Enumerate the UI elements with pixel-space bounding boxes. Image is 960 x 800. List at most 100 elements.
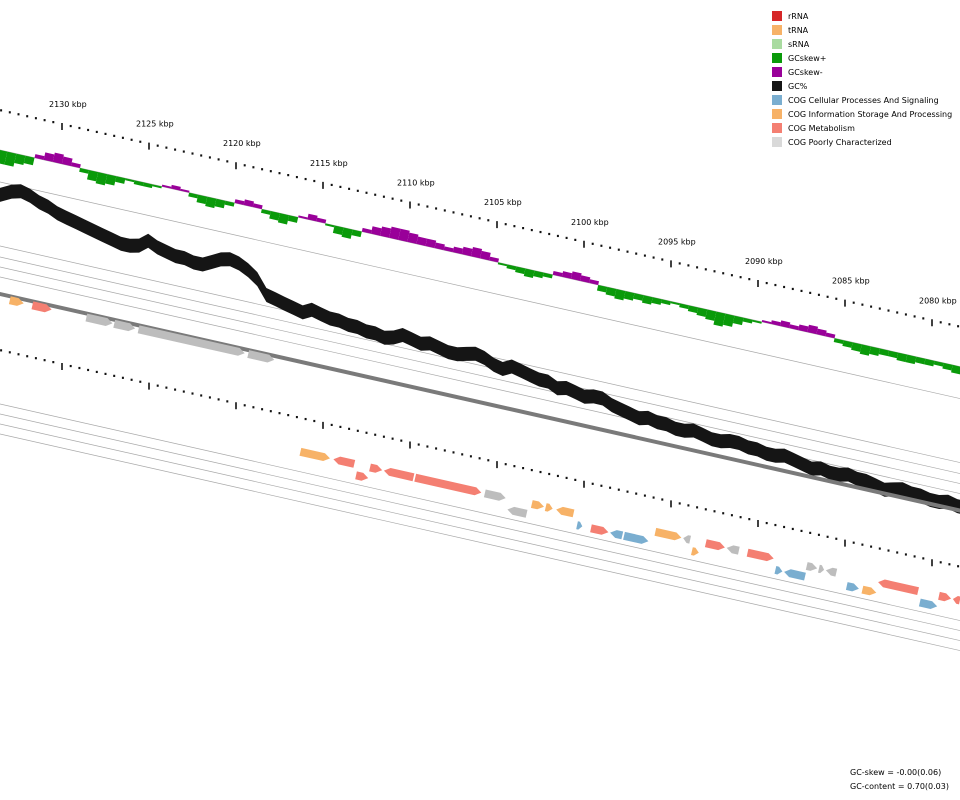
backbone-line [0, 291, 960, 513]
gene-arrow [8, 296, 24, 306]
gc-skew-bar [452, 246, 464, 255]
gene-arrow [333, 456, 356, 468]
gene-arrow [746, 548, 774, 562]
gc-skew-bar [115, 176, 126, 184]
gc-skew-bar [332, 225, 344, 235]
cds-track [8, 296, 960, 609]
gc-skew-bar [687, 305, 699, 314]
gene-arrow [784, 569, 806, 581]
gene-arrow [113, 319, 136, 332]
gc-skew-bar [243, 199, 254, 208]
gc-skew-bar [924, 358, 935, 367]
legend-item: GCskew+ [772, 51, 952, 65]
track-guide-line [0, 413, 960, 631]
gc-skew-bar [878, 348, 890, 357]
gene-arrow [825, 567, 838, 577]
ruler-label: 2090 kbp [745, 257, 783, 266]
gc-skew-bar [798, 324, 809, 333]
gc-skew-bar [833, 338, 844, 345]
gene-arrow [369, 463, 383, 473]
ruler-label: 2080 kbp [919, 296, 957, 305]
gc-skew-bar [52, 152, 64, 164]
gc-skew-bar [761, 320, 772, 324]
legend-item: COG Cellular Processes And Signaling [772, 93, 952, 107]
gene-arrow [530, 500, 544, 510]
gc-skew-bar [196, 194, 208, 205]
ruler-label: 2105 kbp [484, 198, 522, 207]
gc-skew-bar [851, 342, 862, 352]
gene-arrow [845, 582, 859, 592]
gc-skew-bar [252, 203, 263, 210]
gc-skew-bar [87, 170, 99, 182]
ruler-label: 2125 kbp [136, 120, 174, 129]
gc-skew-bar [489, 256, 500, 263]
gene-arrow [691, 547, 699, 556]
gc-skew-bar [461, 246, 473, 257]
track-guide-line [0, 181, 960, 399]
gc-skew-bar [224, 200, 235, 207]
gc-skew-bar [277, 213, 290, 225]
legend-item: COG Poorly Characterized [772, 135, 952, 149]
track-guide-line [0, 149, 960, 367]
gc-skew-bar [523, 268, 535, 279]
track-guide-lines [0, 149, 960, 651]
gc-skew-bar [214, 198, 226, 209]
legend-label: sRNA [788, 39, 810, 49]
gc-skew-bar [552, 270, 563, 277]
gc-skew-bar [389, 226, 401, 240]
legend-label: GCskew+ [788, 53, 827, 63]
ruler-label: 2095 kbp [658, 237, 696, 246]
gc-skew-bar [152, 184, 162, 189]
gc-skew-bar [416, 236, 428, 246]
gene-arrow [918, 598, 938, 609]
legend-label: GCskew- [788, 67, 823, 77]
gene-arrow [576, 521, 583, 530]
legend: rRNA tRNA sRNA GCskew+ GCskew- GC% COG Cellula… [772, 9, 952, 149]
outer-ruler: 2130 kbp 2125 kbp 2120 kbp 2115 kbp 2110 kbp… [0, 100, 960, 328]
gene-arrow [355, 471, 369, 481]
gene-arrow [247, 350, 275, 363]
gc-skew-bar [807, 324, 819, 335]
inner-ruler [0, 349, 960, 568]
gene-arrow [610, 530, 624, 540]
gc-skew-bar [752, 319, 762, 324]
track-guide-line [0, 403, 960, 621]
gc-skew-bar [34, 154, 45, 160]
gc-skew-bar [641, 295, 653, 305]
legend-swatch [772, 11, 782, 21]
gc-skew-bar [651, 297, 662, 305]
gc-skew-bar [205, 196, 217, 209]
legend-swatch [772, 53, 782, 63]
gc-content-stat: GC-content = 0.70(0.03) [850, 782, 949, 791]
ruler-label: 2100 kbp [571, 218, 609, 227]
gc-skew-bar [4, 151, 17, 167]
track-guide-line [0, 423, 960, 641]
gene-arrow [774, 566, 783, 575]
gc-skew-bar [260, 209, 271, 215]
legend-item: GC% [772, 79, 952, 93]
gc-skew-bar [161, 184, 172, 189]
gc-skew-bar [307, 213, 318, 222]
gc-skew-bar [942, 362, 953, 371]
gene-arrow [483, 489, 506, 501]
gc-skew-bar [133, 180, 144, 187]
gc-skew-bar [23, 155, 35, 166]
gene-arrow [952, 596, 960, 605]
gc-skew-bar [614, 289, 626, 301]
gc-skew-bar [61, 156, 73, 166]
gene-arrow [726, 545, 740, 555]
legend-item: GCskew- [772, 65, 952, 79]
gene-arrow [299, 447, 330, 461]
gc-skew-bar [933, 360, 944, 367]
gc-skew-bar [180, 188, 190, 193]
legend-swatch [772, 81, 782, 91]
gc-skew-bar [434, 242, 445, 251]
gc-skew-bar [696, 307, 708, 317]
gc-skew-bar [380, 226, 392, 238]
gc-skew-bar [407, 232, 419, 244]
legend-swatch [772, 95, 782, 105]
gc-skew-track [0, 149, 960, 375]
gc-skew-bar [533, 270, 544, 279]
gc-skew-bar [605, 287, 617, 297]
